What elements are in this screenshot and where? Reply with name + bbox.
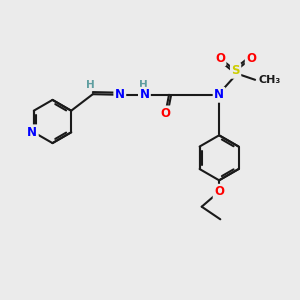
Text: N: N [27,126,37,139]
Text: O: O [215,52,225,65]
Text: O: O [214,185,224,198]
Text: O: O [160,107,170,120]
Text: N: N [214,88,224,101]
Text: CH₃: CH₃ [258,75,280,85]
Text: N: N [115,88,125,101]
Text: O: O [246,52,256,65]
Text: S: S [231,64,240,77]
Text: H: H [139,80,147,90]
Text: H: H [86,80,95,90]
Text: N: N [140,88,149,101]
